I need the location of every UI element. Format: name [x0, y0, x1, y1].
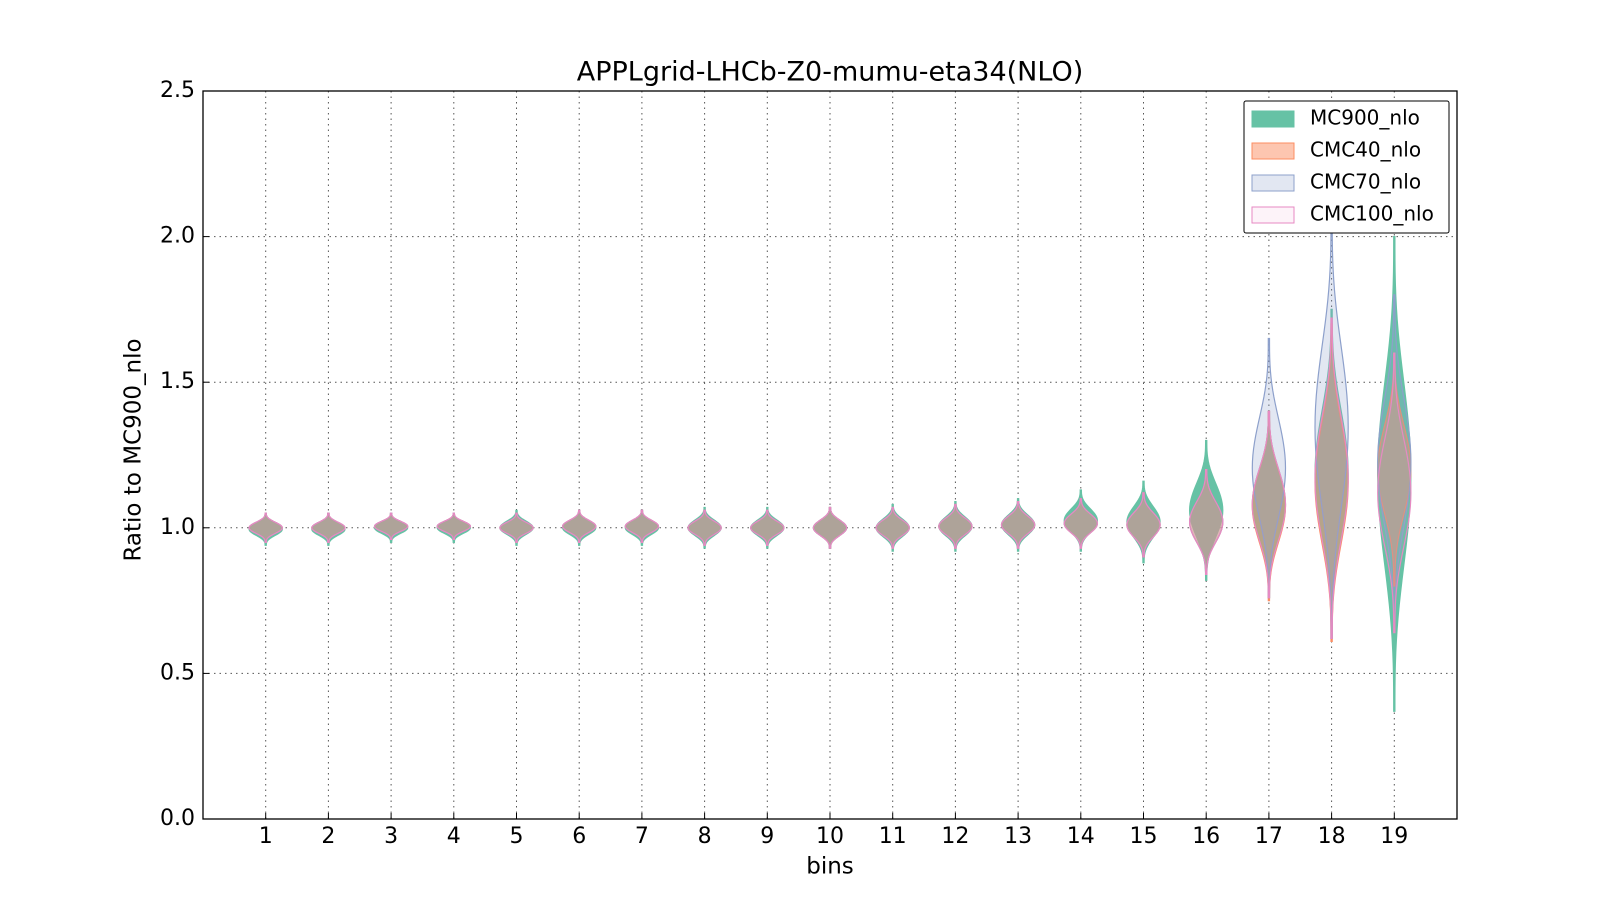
violin [938, 503, 973, 549]
x-axis-label: bins [806, 854, 854, 880]
y-tick-label: 0.5 [160, 660, 195, 685]
legend-swatch [1251, 110, 1295, 128]
violin [750, 509, 785, 546]
y-tick-label: 1.5 [160, 369, 195, 394]
legend-label: CMC40_nlo [1310, 138, 1421, 162]
violin [875, 506, 910, 549]
legend-swatch [1251, 174, 1295, 192]
x-tick-label: 9 [760, 824, 774, 849]
x-tick-label: 16 [1192, 824, 1220, 849]
violin [436, 512, 472, 541]
x-tick-label: 10 [816, 824, 844, 849]
violin [1314, 323, 1349, 642]
violins [248, 215, 1412, 712]
x-tick-label: 3 [384, 824, 398, 849]
x-tick-label: 1 [259, 824, 273, 849]
violin [812, 506, 848, 549]
violin [1251, 410, 1287, 599]
x-tick-label: 14 [1067, 824, 1095, 849]
legend-label: CMC100_nlo [1310, 202, 1434, 226]
legend-swatch [1251, 142, 1295, 160]
legend-box [1243, 100, 1450, 234]
violin [624, 509, 660, 543]
legend-label: MC900_nlo [1310, 106, 1420, 130]
x-tick-label: 4 [447, 824, 461, 849]
y-tick-label: 2.5 [160, 78, 195, 103]
violin [311, 512, 346, 543]
violin [1377, 352, 1412, 634]
x-tick-label: 13 [1004, 824, 1032, 849]
x-tick-label: 18 [1318, 824, 1346, 849]
legend-label: CMC70_nlo [1310, 170, 1421, 194]
x-tick-label: 2 [321, 824, 335, 849]
violin [561, 509, 597, 543]
violin [1188, 468, 1224, 575]
y-tick-label: 1.0 [160, 515, 195, 540]
violin [499, 512, 534, 543]
x-tick-label: 5 [510, 824, 524, 849]
violin [1126, 492, 1161, 558]
legend-swatch [1251, 206, 1295, 224]
x-tick-label: 15 [1130, 824, 1158, 849]
violin [1377, 352, 1412, 587]
x-tick-label: 12 [941, 824, 969, 849]
x-tick-label: 6 [572, 824, 586, 849]
y-axis-label: Ratio to MC900_nlo [121, 338, 147, 561]
y-tick-label: 0.0 [160, 806, 195, 831]
x-tick-label: 19 [1380, 824, 1408, 849]
violin [1063, 498, 1099, 549]
violin [248, 512, 283, 543]
violin [687, 509, 722, 546]
y-tick-label: 2.0 [160, 224, 195, 249]
violin [373, 512, 409, 541]
plot-frame [202, 90, 1458, 820]
chart-title: APPLgrid-LHCb-Z0-mumu-eta34(NLO) [577, 57, 1083, 88]
x-tick-label: 7 [635, 824, 649, 849]
legend: MC900_nlo CMC40_nlo CMC70_nlo CMC100_nlo [1243, 100, 1450, 234]
x-tick-label: 17 [1255, 824, 1283, 849]
x-tick-label: 11 [879, 824, 907, 849]
x-tick-label: 8 [698, 824, 712, 849]
violin [1314, 317, 1349, 640]
violin [1000, 500, 1036, 549]
